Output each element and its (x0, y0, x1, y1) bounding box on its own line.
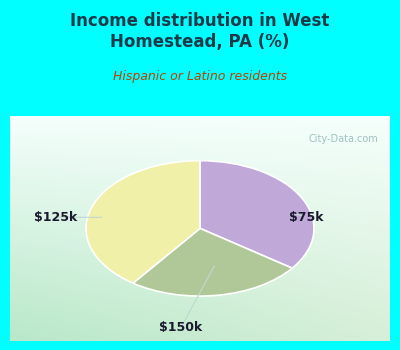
Wedge shape (133, 229, 292, 296)
Text: Income distribution in West
Homestead, PA (%): Income distribution in West Homestead, P… (70, 12, 330, 51)
Text: $125k: $125k (34, 211, 77, 224)
Wedge shape (86, 161, 200, 283)
Wedge shape (200, 161, 314, 268)
Text: City-Data.com: City-Data.com (309, 134, 378, 143)
Text: Hispanic or Latino residents: Hispanic or Latino residents (113, 70, 287, 83)
Text: $150k: $150k (159, 321, 203, 334)
Text: $75k: $75k (289, 211, 324, 224)
